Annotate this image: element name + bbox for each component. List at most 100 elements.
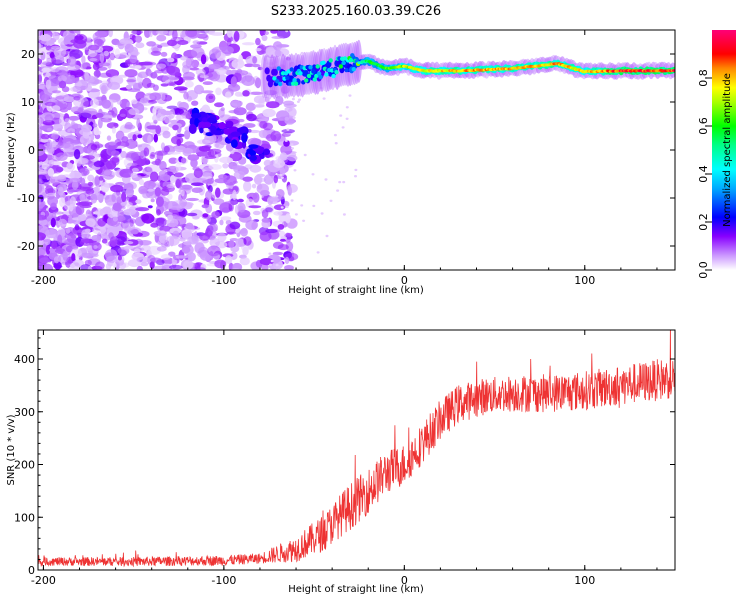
- noise-blob: [99, 82, 111, 92]
- noise-blob: [120, 150, 127, 159]
- noise-blob: [206, 217, 211, 223]
- noise-blob: [117, 255, 122, 261]
- noise-blob: [182, 71, 195, 80]
- noise-blob: [94, 175, 100, 187]
- noise-blob: [233, 107, 247, 116]
- noise-blob: [110, 184, 124, 193]
- ridge-core: [312, 77, 317, 82]
- noise-blob: [168, 157, 178, 164]
- noise-blob: [294, 213, 298, 216]
- noise-blob: [55, 166, 64, 173]
- noise-blob: [354, 168, 358, 172]
- noise-blob: [52, 32, 60, 41]
- noise-blob: [68, 115, 80, 121]
- noise-blob: [205, 190, 213, 201]
- noise-blob: [40, 51, 46, 61]
- noise-blob: [63, 200, 76, 211]
- ridge-core: [328, 58, 333, 63]
- noise-blob: [103, 50, 110, 57]
- noise-blob: [138, 185, 148, 195]
- noise-blob: [242, 42, 255, 46]
- ridge-core: [348, 58, 354, 63]
- noise-blob: [185, 30, 198, 38]
- noise-blob: [284, 256, 290, 264]
- noise-blob: [257, 118, 270, 122]
- noise-blob: [53, 256, 60, 264]
- noise-blob: [215, 87, 222, 96]
- ridge-core: [293, 81, 299, 86]
- noise-blob: [76, 81, 83, 88]
- noise-blob: [200, 90, 214, 94]
- noise-blob: [70, 139, 80, 145]
- noise-blob: [200, 54, 207, 65]
- noise-blob: [256, 183, 269, 195]
- noise-blob: [116, 99, 122, 105]
- ridge-core: [338, 64, 343, 69]
- noise-blob: [123, 245, 134, 250]
- noise-blob: [296, 100, 300, 104]
- noise-blob: [38, 170, 49, 175]
- noise-blob: [79, 238, 94, 246]
- noise-blob: [197, 151, 211, 157]
- noise-blob: [259, 44, 267, 55]
- noise-blob: [49, 52, 55, 59]
- noise-blob: [137, 134, 143, 139]
- noise-blob: [290, 143, 294, 146]
- noise-blob: [117, 74, 128, 78]
- ridge-core: [298, 71, 303, 76]
- noise-blob: [41, 67, 51, 73]
- noise-blob: [156, 150, 164, 162]
- noise-blob: [234, 204, 239, 215]
- noise-blob: [133, 248, 141, 254]
- noise-blob: [53, 47, 66, 58]
- noise-blob: [67, 128, 76, 134]
- noise-blob: [62, 149, 75, 153]
- noise-blob: [201, 204, 209, 209]
- noise-blob: [222, 188, 235, 195]
- noise-blob: [176, 138, 182, 147]
- noise-blob: [169, 264, 183, 270]
- noise-blob: [336, 189, 340, 192]
- noise-blob: [254, 174, 263, 185]
- noise-blob: [119, 168, 134, 178]
- noise-blob: [109, 236, 118, 248]
- noise-blob: [47, 167, 55, 177]
- noise-blob: [197, 63, 212, 68]
- ridge-core: [306, 73, 312, 79]
- noise-blob: [342, 180, 346, 184]
- noise-blob: [180, 188, 185, 197]
- noise-blob: [234, 91, 243, 97]
- noise-blob: [252, 210, 261, 216]
- noise-blob: [240, 227, 248, 237]
- noise-blob: [225, 69, 233, 76]
- noise-blob: [38, 124, 43, 129]
- noise-blob: [48, 159, 54, 167]
- noise-blob: [131, 30, 143, 35]
- noise-blob: [55, 248, 66, 255]
- noise-blob: [261, 34, 268, 42]
- x-tick-label: 0: [401, 574, 408, 587]
- colorbar: 0.0 0.2 0.4 0.6 0.8 Normalized spectral ampl…: [697, 30, 736, 279]
- noise-blob: [233, 30, 240, 42]
- noise-blob: [160, 83, 169, 87]
- noise-blob: [101, 238, 108, 244]
- noise-blob: [192, 215, 200, 220]
- noise-blob: [185, 197, 199, 202]
- noise-blob: [80, 62, 87, 70]
- noise-blob: [137, 71, 149, 79]
- blob-cell: [201, 122, 212, 128]
- noise-blob: [40, 133, 50, 140]
- noise-blob: [149, 257, 162, 263]
- noise-blob: [95, 112, 104, 118]
- noise-blob: [300, 51, 304, 55]
- noise-blob: [274, 49, 282, 58]
- noise-blob: [208, 48, 222, 59]
- noise-blob: [44, 236, 51, 246]
- noise-blob: [131, 99, 138, 105]
- noise-blob: [44, 114, 54, 123]
- noise-blob: [189, 67, 200, 71]
- noise-blob: [99, 52, 105, 63]
- noise-blob: [147, 100, 158, 104]
- noise-blob: [135, 207, 150, 212]
- noise-blob: [233, 170, 245, 180]
